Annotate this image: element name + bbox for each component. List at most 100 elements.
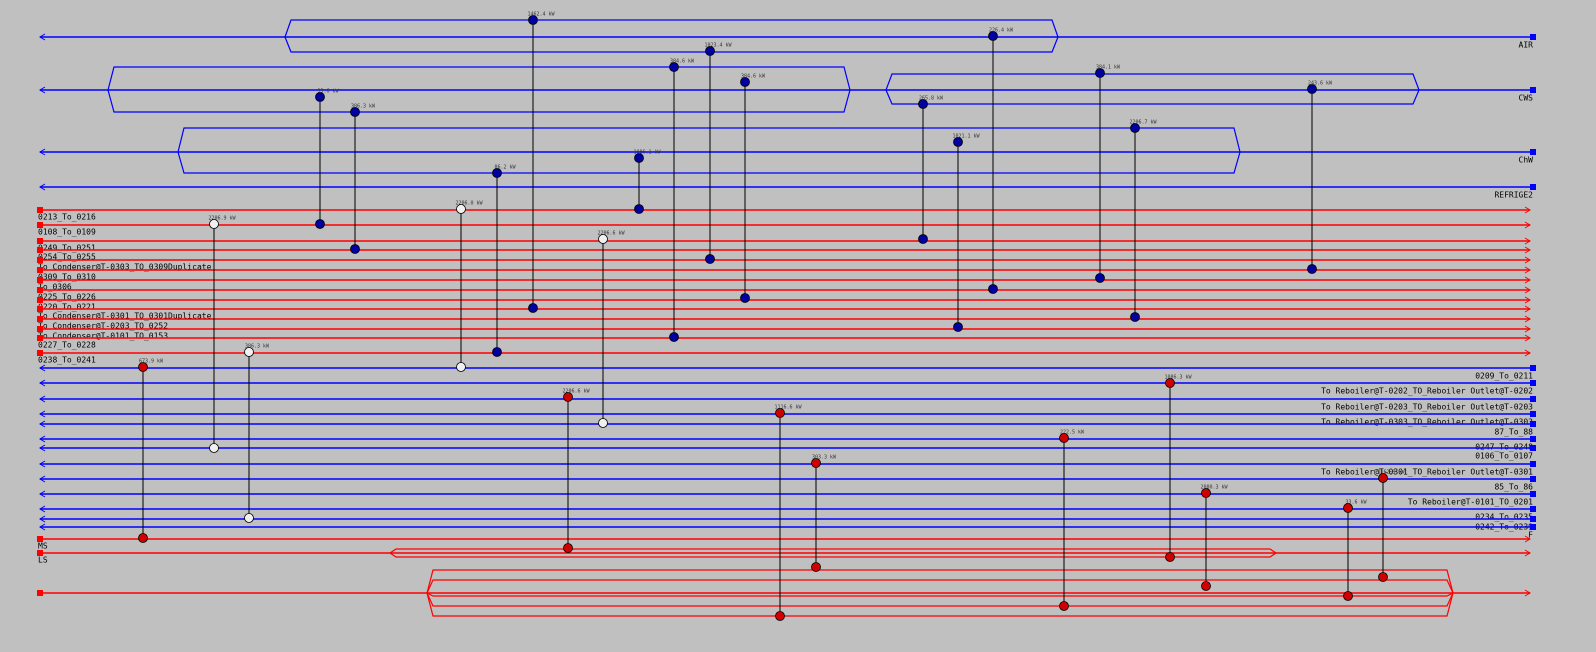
exchanger-node xyxy=(598,234,608,244)
stream-name: AIR xyxy=(1519,41,1534,50)
stream-arrow xyxy=(1524,325,1531,333)
exchanger-duty: 222.5 kW xyxy=(1060,430,1085,436)
stream-name: 0238_To_0241 xyxy=(38,356,96,365)
exchanger-duty: 1021.1 kW xyxy=(952,134,980,140)
exchanger-duty: 1162.9 kW xyxy=(1377,470,1405,476)
stream-branch xyxy=(177,127,1241,153)
exchanger: 2206.7 kW xyxy=(1129,120,1158,322)
stream-arrow xyxy=(1524,535,1531,543)
stream-name: LS xyxy=(38,556,48,565)
stream-arrow xyxy=(39,395,46,403)
exchanger-node xyxy=(634,153,644,163)
stream-name: To Condenser@T-0303_TO_0309Duplicate xyxy=(38,263,212,272)
stream-name: To Condenser@T-0301_TO_0301Duplicate xyxy=(38,312,212,321)
stream-arrow xyxy=(1524,296,1531,304)
exchanger-duty: 303.3 kW xyxy=(812,455,837,461)
stream-name: To Condenser@T-0203_TO_0252 xyxy=(38,322,168,331)
stream-arrow xyxy=(39,444,46,452)
stream-arrow xyxy=(1524,246,1531,254)
exchanger-duty: 1086.3 kW xyxy=(1164,375,1192,381)
stream-name: 0254_To_0255 xyxy=(38,253,96,262)
exchanger: 384.1 kW xyxy=(1095,65,1121,283)
exchanger-duty: 1023.4 kW xyxy=(704,43,732,49)
stream-end xyxy=(1530,396,1536,402)
exchanger-node xyxy=(315,92,325,102)
stream-name: ChW xyxy=(1519,156,1534,165)
exchanger-duty: 1086.1 kW xyxy=(633,150,661,156)
stream-name: To_0306 xyxy=(38,283,72,292)
exchanger: 2206.6 kW xyxy=(597,231,626,428)
stream-end xyxy=(1530,516,1536,522)
stream-arrow xyxy=(1524,334,1531,342)
exchanger: 384.6 kW xyxy=(669,59,695,342)
stream-end xyxy=(1530,380,1536,386)
stream-arrow xyxy=(1524,315,1531,323)
stream-name: 0309_To_0310 xyxy=(38,273,96,282)
exchanger-node xyxy=(988,31,998,41)
exchanger: 1023.4 kW xyxy=(704,43,733,264)
stream-name: 0213_To_0216 xyxy=(38,213,96,222)
exchanger-duty: 2206.6 kW xyxy=(597,231,625,237)
stream-arrow xyxy=(39,490,46,498)
exchanger-node xyxy=(1095,273,1105,283)
stream-name: F xyxy=(1528,531,1533,540)
stream-branch xyxy=(426,592,1454,597)
exchanger: 2080.3 kW xyxy=(1200,485,1229,591)
exchanger: 243.6 kW xyxy=(1307,81,1333,274)
exchanger-node xyxy=(1059,601,1069,611)
exchanger-duty: 386.3 kW xyxy=(351,104,376,110)
exchanger-node xyxy=(350,244,360,254)
exchanger-duty: 384.6 kW xyxy=(670,59,695,65)
stream-end xyxy=(37,267,43,273)
exchanger: 1162.9 kW xyxy=(1377,470,1406,582)
stream-arrow xyxy=(39,420,46,428)
exchanger: 33.6 kW xyxy=(315,89,340,229)
exchanger: 2206.0 kW xyxy=(455,201,484,372)
exchanger-duty: 33.6 kW xyxy=(1345,500,1367,506)
exchanger-node xyxy=(1201,488,1211,498)
exchanger-duty: 1116.6 kW xyxy=(774,405,802,411)
stream-branch xyxy=(389,552,1277,558)
exchanger-node xyxy=(492,168,502,178)
exchanger: 2206.6 kW xyxy=(562,389,591,553)
exchanger-node xyxy=(456,362,466,372)
exchanger-node xyxy=(918,234,928,244)
stream-name: 87_To_88 xyxy=(1494,428,1533,437)
exchanger-node xyxy=(209,219,219,229)
exchanger-node xyxy=(1130,312,1140,322)
exchanger-node xyxy=(740,77,750,87)
stream-name: To Reboiler@T-0301_TO_Reboiler Outlet@T-… xyxy=(1321,468,1533,477)
stream-branch xyxy=(885,73,1420,91)
stream-branch xyxy=(426,569,1454,594)
exchanger-node xyxy=(1378,572,1388,582)
stream-end xyxy=(37,277,43,283)
stream-arrow xyxy=(1524,221,1531,229)
exchanger: 673.9 kW xyxy=(138,359,164,543)
stream-arrow xyxy=(39,148,46,156)
exchanger-node xyxy=(918,99,928,109)
stream-branch xyxy=(177,151,1241,174)
exchanger-duty: 243.6 kW xyxy=(1308,81,1333,87)
exchanger-duty: 2206.0 kW xyxy=(455,201,483,207)
exchanger-node xyxy=(1343,503,1353,513)
exchanger-duty: 226.4 kW xyxy=(989,28,1014,34)
exchanger-duty: 33.6 kW xyxy=(317,89,339,95)
exchanger-duty: 2080.3 kW xyxy=(1200,485,1228,491)
exchanger-node xyxy=(1378,473,1388,483)
exchanger-node xyxy=(705,254,715,264)
stream-arrow xyxy=(1524,305,1531,313)
exchanger-node xyxy=(634,204,644,214)
exchanger-node xyxy=(775,611,785,621)
stream-arrow xyxy=(1524,237,1531,245)
exchanger-duty: 86.2 kW xyxy=(494,165,516,171)
stream-name: 0249_To_0251 xyxy=(38,244,96,253)
stream-end xyxy=(1530,34,1536,40)
exchanger-node xyxy=(563,392,573,402)
stream-branch xyxy=(426,579,1454,594)
exchanger-node xyxy=(705,46,715,56)
stream-arrow xyxy=(39,523,46,531)
exchanger-node xyxy=(740,293,750,303)
exchanger-node xyxy=(563,543,573,553)
